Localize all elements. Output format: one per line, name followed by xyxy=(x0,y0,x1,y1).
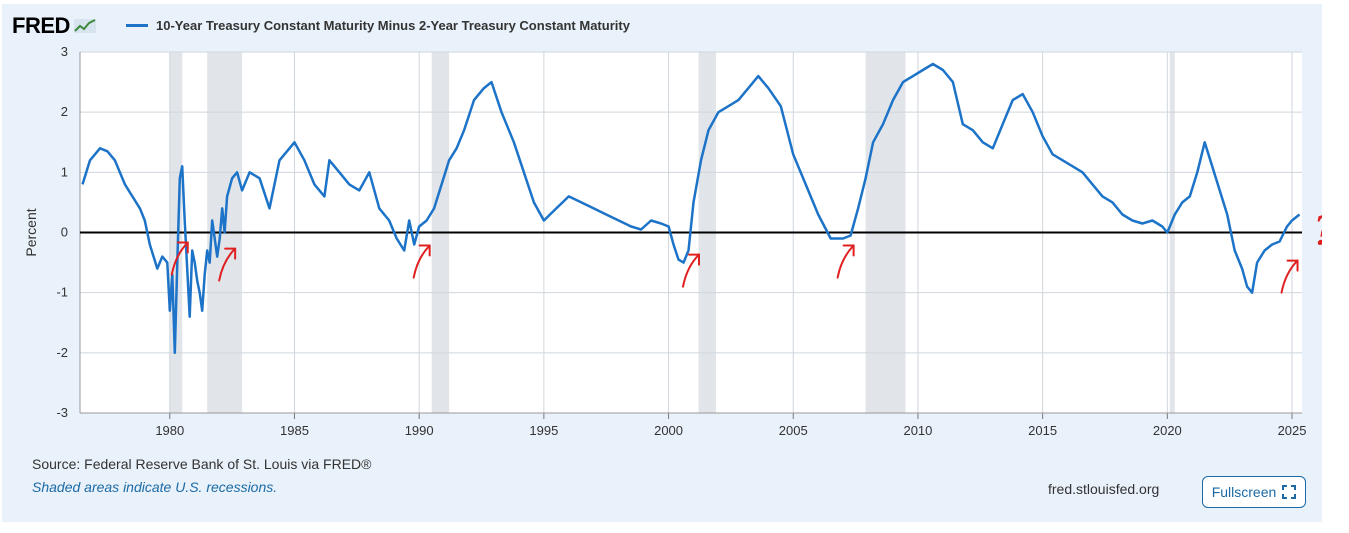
annotation-arrow xyxy=(836,244,855,279)
series-line xyxy=(81,62,1301,355)
y-tick-label: -2 xyxy=(56,345,68,360)
y-tick-label: 0 xyxy=(61,225,68,240)
source-text: Source: Federal Reserve Bank of St. Loui… xyxy=(32,456,372,472)
annotation-arrow xyxy=(218,247,237,282)
annotation-arrow xyxy=(1280,259,1299,294)
annotation-arrow xyxy=(170,241,189,276)
x-tick-label: 1985 xyxy=(280,423,309,438)
y-tick-label: -3 xyxy=(56,405,68,420)
fullscreen-button[interactable]: Fullscreen xyxy=(1202,476,1306,508)
chart-panel: FRED 10-Year Treasury Constant Maturity … xyxy=(2,4,1322,522)
x-tick-label: 1990 xyxy=(405,423,434,438)
y-tick-label: 2 xyxy=(61,104,68,119)
x-tick-label: 2020 xyxy=(1153,423,1182,438)
fred-logo-text: FRED xyxy=(12,13,70,38)
x-tick-label: 2025 xyxy=(1278,423,1307,438)
x-tick-label: 2010 xyxy=(903,423,932,438)
recession-note: Shaded areas indicate U.S. recessions. xyxy=(32,479,278,495)
x-tick-label: 1995 xyxy=(529,423,558,438)
y-tick-label: -1 xyxy=(56,285,68,300)
site-url[interactable]: fred.stlouisfed.org xyxy=(1048,481,1160,497)
annotation-question-mark: ? xyxy=(1313,209,1322,255)
fred-logo[interactable]: FRED xyxy=(12,13,99,39)
y-tick-label: 3 xyxy=(61,44,68,59)
x-tick-label: 2015 xyxy=(1028,423,1057,438)
x-tick-label: 2005 xyxy=(779,423,808,438)
fullscreen-label: Fullscreen xyxy=(1211,484,1277,500)
chart-legend: 10-Year Treasury Constant Maturity Minus… xyxy=(126,18,630,33)
annotation-arrow xyxy=(682,253,700,288)
fred-chart-logo-icon xyxy=(73,19,96,33)
legend-swatch xyxy=(126,24,148,27)
legend-series-label: 10-Year Treasury Constant Maturity Minus… xyxy=(156,18,630,33)
y-tick-label: 1 xyxy=(61,164,68,179)
x-tick-label: 2000 xyxy=(654,423,683,438)
line-chart: 3 2 1 0 -1 -2 -3 1980 1985 1990 1995 2000 2005 2010 20… xyxy=(23,44,1322,438)
annotation-arrow xyxy=(412,244,431,279)
y-axis-label: Percent xyxy=(23,208,39,256)
x-tick-label: 1980 xyxy=(155,423,184,438)
expand-icon xyxy=(1282,485,1297,499)
